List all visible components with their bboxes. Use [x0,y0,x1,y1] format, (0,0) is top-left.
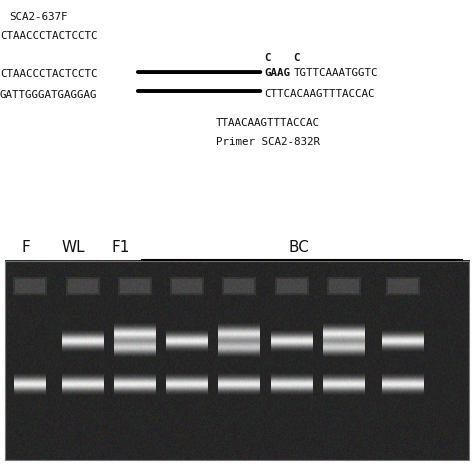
Text: TGTTCAAATGGTC: TGTTCAAATGGTC [294,68,378,78]
Text: WL: WL [62,240,85,255]
Text: TTAACAAGTTTACCAC: TTAACAAGTTTACCAC [216,118,319,128]
Text: Primer SCA2-832R: Primer SCA2-832R [216,137,319,147]
Text: BC: BC [288,240,309,255]
Text: C: C [293,53,300,63]
Text: CTTCACAAGTTTACCAC: CTTCACAAGTTTACCAC [264,89,375,99]
Text: GATTGGGATGAGGAG: GATTGGGATGAGGAG [0,90,98,100]
Text: C: C [264,53,271,63]
Text: CTAACCCTACTCCTC: CTAACCCTACTCCTC [0,69,98,79]
Text: GAAG: GAAG [264,68,291,78]
Text: SCA2-637F: SCA2-637F [9,12,68,22]
Text: F: F [22,240,30,255]
Text: F1: F1 [112,240,130,255]
Bar [5,261,469,460]
Text: CTAACCCTACTCCTC: CTAACCCTACTCCTC [0,31,98,41]
